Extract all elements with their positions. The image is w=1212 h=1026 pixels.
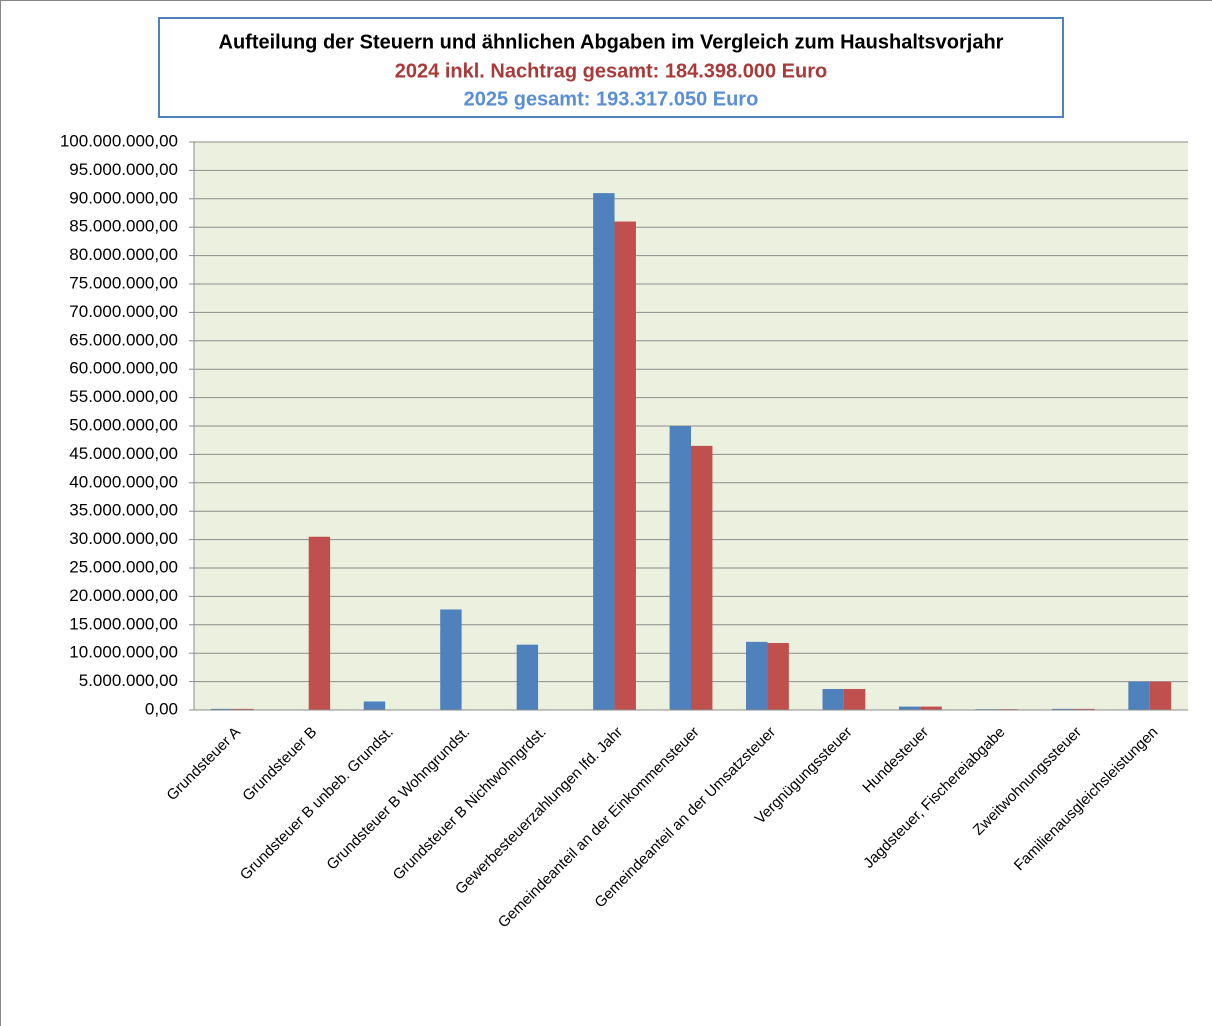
bar: [1073, 708, 1095, 710]
y-tick-label: 15.000.000,00: [69, 614, 178, 633]
bar: [593, 193, 615, 710]
bar: [920, 706, 942, 710]
bar: [516, 644, 539, 710]
chart-subtitle: 2024 inkl. Nachtrag gesamt: 184.398.000 …: [395, 60, 827, 82]
y-tick-label: 100.000.000,00: [60, 131, 178, 150]
y-tick-label: 45.000.000,00: [69, 444, 178, 463]
y-tick-label: 10.000.000,00: [69, 643, 178, 662]
y-tick-label: 40.000.000,00: [69, 472, 178, 491]
x-tick-label: Familienausgleichsleistungen: [1011, 724, 1162, 875]
y-tick-label: 85.000.000,00: [69, 217, 178, 236]
x-tick-label: Grundsteuer B Wohngrundst.: [323, 724, 473, 874]
bar: [1149, 681, 1172, 710]
bar: [746, 641, 768, 710]
y-tick-label: 60.000.000,00: [69, 359, 178, 378]
y-tick-label: 35.000.000,00: [69, 501, 178, 520]
bar: [1128, 681, 1150, 710]
y-tick-label: 55.000.000,00: [69, 387, 178, 406]
y-tick-label: 30.000.000,00: [69, 529, 178, 548]
bar: [1051, 708, 1074, 710]
chart-subtitle: 2025 gesamt: 193.317.050 Euro: [464, 88, 759, 110]
x-tick-label: Grundsteuer A: [163, 724, 243, 804]
bar: [822, 688, 844, 710]
y-tick-label: 65.000.000,00: [69, 330, 178, 349]
y-tick-label: 75.000.000,00: [69, 273, 178, 292]
y-tick-label: 20.000.000,00: [69, 586, 178, 605]
y-tick-label: 80.000.000,00: [69, 245, 178, 264]
y-tick-label: 0,00: [145, 699, 178, 718]
y-tick-label: 25.000.000,00: [69, 557, 178, 576]
x-tick-label: Hundesteuer: [859, 724, 932, 797]
bar: [440, 609, 462, 710]
bar: [843, 688, 866, 710]
x-tick-label: Gewerbesteuerzahlungen lfd. Jahr: [452, 724, 626, 898]
title-box: [158, 17, 1064, 118]
x-tick-label: Grundsteuer B: [239, 724, 320, 805]
bar: [308, 536, 331, 710]
y-tick-label: 50.000.000,00: [69, 415, 178, 434]
bar: [669, 426, 691, 710]
y-tick-label: 70.000.000,00: [69, 302, 178, 321]
bar: [363, 701, 386, 710]
x-tick-label: Jagdsteuer, Fischereiabgabe: [860, 724, 1008, 872]
x-tick-label: Grundsteuer B Nichtwohngrdst.: [390, 724, 550, 884]
y-tick-label: 90.000.000,00: [69, 188, 178, 207]
x-tick-label: Grundsteuer B unbeb. Grundst.: [237, 724, 397, 884]
bar: [614, 221, 636, 710]
chart-title: Aufteilung der Steuern und ähnlichen Abg…: [219, 31, 1004, 53]
y-tick-label: 5.000.000,00: [79, 671, 178, 690]
bar: [232, 708, 254, 710]
bar: [767, 642, 789, 710]
bar: [691, 445, 713, 710]
y-tick-label: 95.000.000,00: [69, 160, 178, 179]
bar: [898, 706, 921, 710]
bar: [210, 708, 233, 710]
